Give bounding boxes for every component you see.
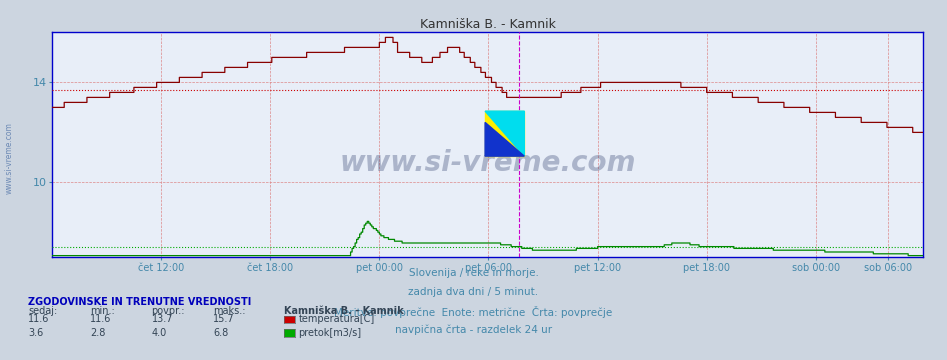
Text: 3.6: 3.6	[28, 328, 44, 338]
Text: 6.8: 6.8	[213, 328, 228, 338]
Text: povpr.:: povpr.:	[152, 306, 185, 316]
Text: 15.7: 15.7	[213, 314, 235, 324]
Text: 11.6: 11.6	[90, 314, 112, 324]
Text: www.si-vreme.com: www.si-vreme.com	[5, 122, 14, 194]
Text: zadnja dva dni / 5 minut.: zadnja dva dni / 5 minut.	[408, 287, 539, 297]
Text: navpična črta - razdelek 24 ur: navpična črta - razdelek 24 ur	[395, 324, 552, 335]
Text: 13.7: 13.7	[152, 314, 173, 324]
Text: www.si-vreme.com: www.si-vreme.com	[339, 149, 636, 177]
Title: Kamniška B. - Kamnik: Kamniška B. - Kamnik	[420, 18, 556, 31]
Text: 4.0: 4.0	[152, 328, 167, 338]
Polygon shape	[485, 111, 525, 156]
Text: temperatura[C]: temperatura[C]	[298, 314, 375, 324]
Text: 2.8: 2.8	[90, 328, 105, 338]
Text: ZGODOVINSKE IN TRENUTNE VREDNOSTI: ZGODOVINSKE IN TRENUTNE VREDNOSTI	[28, 297, 252, 307]
Text: Kamniška B. - Kamnik: Kamniška B. - Kamnik	[284, 306, 403, 316]
Bar	[485, 111, 525, 156]
Text: min.:: min.:	[90, 306, 115, 316]
Text: sedaj:: sedaj:	[28, 306, 58, 316]
Text: Slovenija / reke in morje.: Slovenija / reke in morje.	[408, 268, 539, 278]
Text: Meritve: povprečne  Enote: metrične  Črta: povprečje: Meritve: povprečne Enote: metrične Črta:…	[334, 306, 613, 318]
Text: 11.6: 11.6	[28, 314, 50, 324]
Text: pretok[m3/s]: pretok[m3/s]	[298, 328, 362, 338]
Text: maks.:: maks.:	[213, 306, 245, 316]
Polygon shape	[485, 122, 525, 156]
